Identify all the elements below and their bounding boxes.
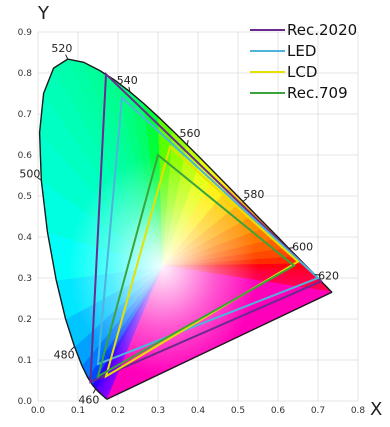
- y-tick-label-1: 0.1: [18, 356, 32, 366]
- x-tick-label-6: 0.6: [271, 406, 286, 416]
- gamut-triangle-led: [96, 95, 320, 366]
- legend: Rec.2020 LED LCD Rec.709: [250, 21, 357, 102]
- x-tick-label-4: 0.4: [191, 406, 206, 416]
- spectral-locus-outline: [38, 58, 333, 400]
- wavelength-tick-500: [36, 176, 42, 181]
- y-tick-label-3: 0.3: [18, 274, 32, 284]
- x-tick-label-0: 0.0: [31, 406, 46, 416]
- gamut-triangle-lcd: [104, 144, 300, 379]
- wavelength-label-600: 600: [292, 241, 313, 254]
- wavelength-label-520: 520: [51, 42, 72, 55]
- x-axis-title: X: [370, 399, 382, 420]
- legend-label-3: Rec.709: [287, 84, 348, 102]
- x-tick-label-5: 0.5: [231, 406, 245, 416]
- y-tick-label-2: 0.2: [18, 315, 32, 325]
- wavelength-label-460: 460: [78, 393, 99, 406]
- wavelength-tick-460: [92, 388, 97, 394]
- x-tick-label-1: 0.1: [71, 406, 85, 416]
- wavelength-labels: 460 480 500 520 540 560 580 600 620: [19, 42, 339, 406]
- wavelength-label-480: 480: [54, 349, 75, 362]
- wavelength-label-540: 540: [117, 74, 138, 87]
- wavelength-tick-520: [65, 54, 69, 60]
- y-tick-label-7: 0.7: [18, 110, 32, 120]
- wavelength-tick-480: [70, 346, 75, 351]
- y-tick-label-0: 0.0: [18, 397, 33, 407]
- wavelength-tick-540: [128, 86, 131, 92]
- legend-label-0: Rec.2020: [287, 21, 357, 39]
- wavelength-tick-560: [186, 139, 189, 146]
- wavelength-tick-580: [242, 197, 248, 202]
- legend-label-2: LCD: [287, 63, 317, 81]
- y-tick-label-6: 0.6: [18, 151, 33, 161]
- gamut-triangle-rec-2020: [89, 71, 323, 384]
- wavelength-label-620: 620: [318, 269, 339, 282]
- y-tick-label-4: 0.4: [18, 233, 33, 243]
- x-tick-label-2: 0.2: [111, 406, 125, 416]
- gamut-triangles: [89, 71, 323, 384]
- wavelength-label-500: 500: [19, 167, 40, 180]
- axis-ticks: 0.0 0.1 0.2 0.3 0.4 0.5 0.6 0.7 0.8 0.0 0.1 0.2 0.3 0…: [18, 28, 366, 416]
- x-tick-label-7: 0.7: [311, 406, 325, 416]
- spectral-locus: [38, 58, 333, 400]
- wavelength-tick-600: [288, 247, 294, 249]
- y-tick-label-5: 0.5: [18, 192, 32, 202]
- wavelength-label-560: 560: [179, 127, 200, 140]
- y-axis-title: Y: [37, 3, 50, 24]
- wavelength-label-580: 580: [243, 188, 264, 201]
- gamut-triangle-rec-709: [96, 153, 296, 379]
- x-tick-label-3: 0.3: [151, 406, 165, 416]
- y-tick-label-9: 0.9: [18, 28, 33, 38]
- x-tick-label-8: 0.8: [351, 406, 366, 416]
- y-tick-label-8: 0.8: [18, 69, 33, 79]
- legend-label-1: LED: [287, 42, 316, 60]
